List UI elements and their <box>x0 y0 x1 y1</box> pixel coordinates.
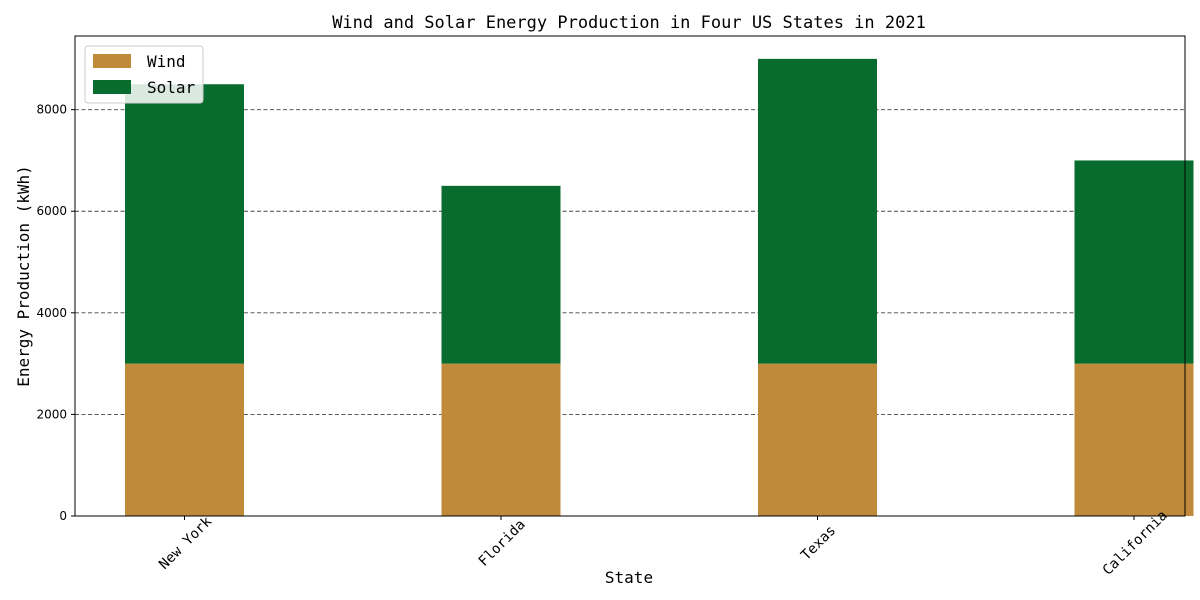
y-tick-label: 4000 <box>36 306 67 320</box>
plot-area-frame <box>74 35 1186 517</box>
x-axis-ticks: New York Florida Texas California <box>156 508 1170 579</box>
y-axis-label: Energy Production (kWh) <box>14 165 33 387</box>
bar-wind-florida <box>441 363 561 516</box>
x-tick-label: Texas <box>798 523 839 564</box>
bars <box>125 58 1194 516</box>
x-tick-label: Florida <box>476 517 529 570</box>
x-tick-label: New York <box>156 513 215 572</box>
bar-solar-california <box>1074 160 1194 364</box>
x-tick-label: California <box>1100 508 1171 579</box>
y-tick-label: 0 <box>59 509 67 523</box>
y-tick-label: 2000 <box>36 407 67 421</box>
legend-label-solar: Solar <box>147 78 196 97</box>
legend-swatch-solar <box>93 80 131 94</box>
legend-label-wind: Wind <box>147 52 186 71</box>
bar-solar-florida <box>441 185 561 364</box>
bar-wind-texas <box>758 363 877 516</box>
legend: Wind Solar <box>84 45 204 104</box>
x-axis-label: State <box>605 568 653 587</box>
bar-solar-texas <box>758 58 877 364</box>
bar-wind-california <box>1074 363 1194 516</box>
grid-lines <box>75 109 1185 415</box>
bar-wind-new-york <box>125 363 244 516</box>
bar-solar-new-york <box>125 84 244 364</box>
legend-swatch-wind <box>93 54 131 68</box>
y-tick-label: 8000 <box>36 103 67 117</box>
chart-title: Wind and Solar Energy Production in Four… <box>332 13 926 33</box>
y-tick-label: 6000 <box>36 204 67 218</box>
y-axis-ticks: 0 2000 4000 6000 8000 <box>36 103 75 523</box>
